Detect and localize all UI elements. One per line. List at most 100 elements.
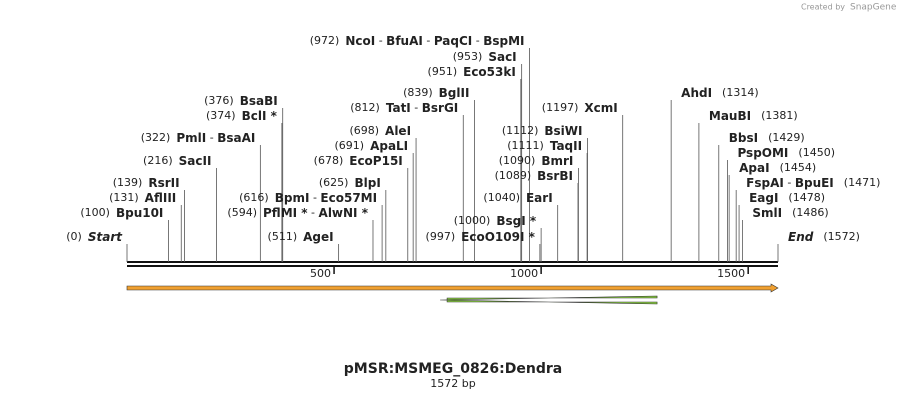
site-label: (997) EcoO109I * (426, 230, 536, 244)
site-position: (100) (80, 206, 110, 219)
site-position: (678) (314, 154, 344, 167)
enzyme-name: BfuAI (386, 34, 423, 48)
site-label: (953) SacI (453, 50, 517, 64)
site-label: (698) AleI (349, 124, 411, 138)
credit: Created by (801, 3, 845, 12)
site-position: (216) (143, 154, 173, 167)
enzyme-name: BsrGI (422, 101, 459, 115)
enzyme-name: SmlI (752, 206, 782, 220)
site-label: (594) PflMI * - AlwNI * (227, 206, 368, 220)
site-label: (100) Bpu10I (80, 206, 163, 220)
enzyme-name: EarI (526, 191, 553, 205)
site-label: MauBI (1381) (709, 109, 798, 123)
site-label: (1040) EarI (483, 191, 552, 205)
site-label: (972) NcoI - BfuAI - PaqCI - BspMI (310, 34, 525, 48)
site-label: (691) ApaLI (334, 139, 408, 153)
site-position: (131) (109, 191, 139, 204)
site-position: (616) (239, 191, 269, 204)
backbone-bottom (127, 265, 778, 267)
backbone-top (127, 261, 778, 263)
site-position: (1454) (780, 161, 817, 174)
site-position: (812) (350, 101, 380, 114)
enzyme-name: AhdI (681, 86, 712, 100)
site-position: (1314) (722, 86, 759, 99)
site-label: (511) AgeI (268, 230, 334, 244)
enzyme-name: BsgI * (496, 214, 537, 228)
site-position: (1112) (502, 124, 539, 137)
site-label: (1090) BmrI (499, 154, 574, 168)
site-position: (1197) (542, 101, 579, 114)
enzyme-name: Bpu10I (116, 206, 163, 220)
site-label: (839) BglII (403, 86, 469, 100)
site-position: (376) (204, 94, 234, 107)
enzyme-name: BsrBI (537, 169, 573, 183)
site-label: (376) BsaBI (204, 94, 278, 108)
feature (440, 295, 658, 305)
tick-label: 1500 (717, 267, 745, 280)
site-position: (1572) (823, 230, 860, 243)
enzyme-name: BsiWI (544, 124, 582, 138)
site-label: (139) RsrII (113, 176, 180, 190)
enzyme-name: ApaI (739, 161, 769, 175)
site-position: (1381) (761, 109, 798, 122)
site-position: (1111) (507, 139, 544, 152)
enzyme-name: EcoO109I * (461, 230, 535, 244)
site-position: (322) (141, 131, 171, 144)
site-position: (594) (227, 206, 257, 219)
site-position: (1000) (454, 214, 491, 227)
separator: - (472, 34, 483, 47)
enzyme-name: EcoP15I (349, 154, 403, 168)
site-label: AhdI (1314) (681, 86, 758, 100)
site-label: EagI (1478) (749, 191, 825, 205)
enzyme-name: NcoI (345, 34, 375, 48)
site-label: (131) AflIII (109, 191, 176, 205)
enzyme-name: PmlI (176, 131, 206, 145)
site-label: (1197) XcmI (542, 101, 618, 115)
site-label: (1111) TaqII (507, 139, 582, 153)
site-position: (1471) (844, 176, 881, 189)
separator: - (375, 34, 386, 47)
enzyme-name: End (788, 230, 814, 244)
enzyme-name: BsaAI (217, 131, 255, 145)
site-position: (511) (268, 230, 298, 243)
enzyme-name: XcmI (584, 101, 617, 115)
site-position: (0) (66, 230, 82, 243)
site-position: (698) (349, 124, 379, 137)
map-length: 1572 bp (430, 377, 475, 390)
site-position: (139) (113, 176, 143, 189)
enzyme-name: TatI (386, 101, 411, 115)
site-label: (1089) BsrBI (495, 169, 573, 183)
site-position: (839) (403, 86, 433, 99)
site-label: (812) TatI - BsrGI (350, 101, 458, 115)
site-label: End (1572) (788, 230, 860, 244)
enzyme-name: FspAI (746, 176, 784, 190)
site-label: (678) EcoP15I (314, 154, 403, 168)
site-label: (625) BlpI (319, 176, 381, 190)
site-position: (625) (319, 176, 349, 189)
enzyme-name: BpmI (275, 191, 310, 205)
enzyme-name: AgeI (303, 230, 333, 244)
enzyme-name: TaqII (550, 139, 582, 153)
enzyme-name: Eco57MI (320, 191, 377, 205)
site-position: (1478) (788, 191, 825, 204)
enzyme-name: PspOMI (737, 146, 788, 160)
site-label: SmlI (1486) (752, 206, 828, 220)
site-label: FspAI - BpuEI (1471) (746, 176, 880, 190)
feature (126, 283, 779, 293)
separator: - (784, 176, 795, 189)
site-position: (997) (426, 230, 456, 243)
site-position: (1040) (483, 191, 520, 204)
enzyme-name: BclI * (242, 109, 278, 123)
enzyme-name: BbsI (729, 131, 758, 145)
enzyme-name: ApaLI (370, 139, 408, 153)
site-position: (1090) (499, 154, 536, 167)
enzyme-name: BpuEI (795, 176, 834, 190)
enzyme-name: RsrII (148, 176, 179, 190)
site-label: PspOMI (1450) (737, 146, 835, 160)
separator: - (423, 34, 434, 47)
site-position: (972) (310, 34, 340, 47)
site-label: (1112) BsiWI (502, 124, 583, 138)
site-position: (951) (428, 65, 458, 78)
site-label: ApaI (1454) (739, 161, 816, 175)
